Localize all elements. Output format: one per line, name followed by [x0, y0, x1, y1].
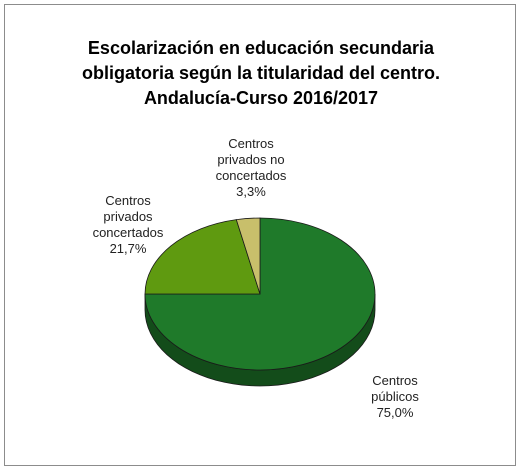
slice-label-line: privados	[103, 209, 153, 224]
slice-label-centros-publicos: Centros públicos 75,0%	[350, 373, 440, 421]
slice-label-line: privados no	[217, 152, 285, 167]
slice-label-line: Centros	[372, 373, 418, 388]
chart-title-line-3: Andalucía-Curso 2016/2017	[143, 88, 379, 108]
slice-label-line: públicos	[371, 389, 419, 404]
slice-label-line: concertados	[92, 225, 164, 240]
chart-title-line-1: Escolarización en educación secundaria	[87, 38, 435, 58]
slice-value-label: 75,0%	[376, 405, 414, 420]
slice-label-privados-no-concertados: Centros privados no concertados 3,3%	[196, 136, 306, 200]
slice-label-line: Centros	[228, 136, 274, 151]
chart-title-line-2: obligatoria según la titularidad del cen…	[81, 63, 441, 83]
slice-label-line: Centros	[105, 193, 151, 208]
pie-slice-2	[235, 217, 261, 295]
pie-slice-1	[144, 219, 261, 295]
slice-label-line: concertados	[215, 168, 287, 183]
slice-value-label: 3,3%	[236, 184, 266, 199]
slice-label-privados-concertados: Centros privados concertados 21,7%	[78, 193, 178, 257]
pie-slice-0	[144, 217, 376, 371]
chart-title: Escolarización en educación secundaria o…	[0, 36, 522, 111]
slice-value-label: 21,7%	[109, 241, 147, 256]
